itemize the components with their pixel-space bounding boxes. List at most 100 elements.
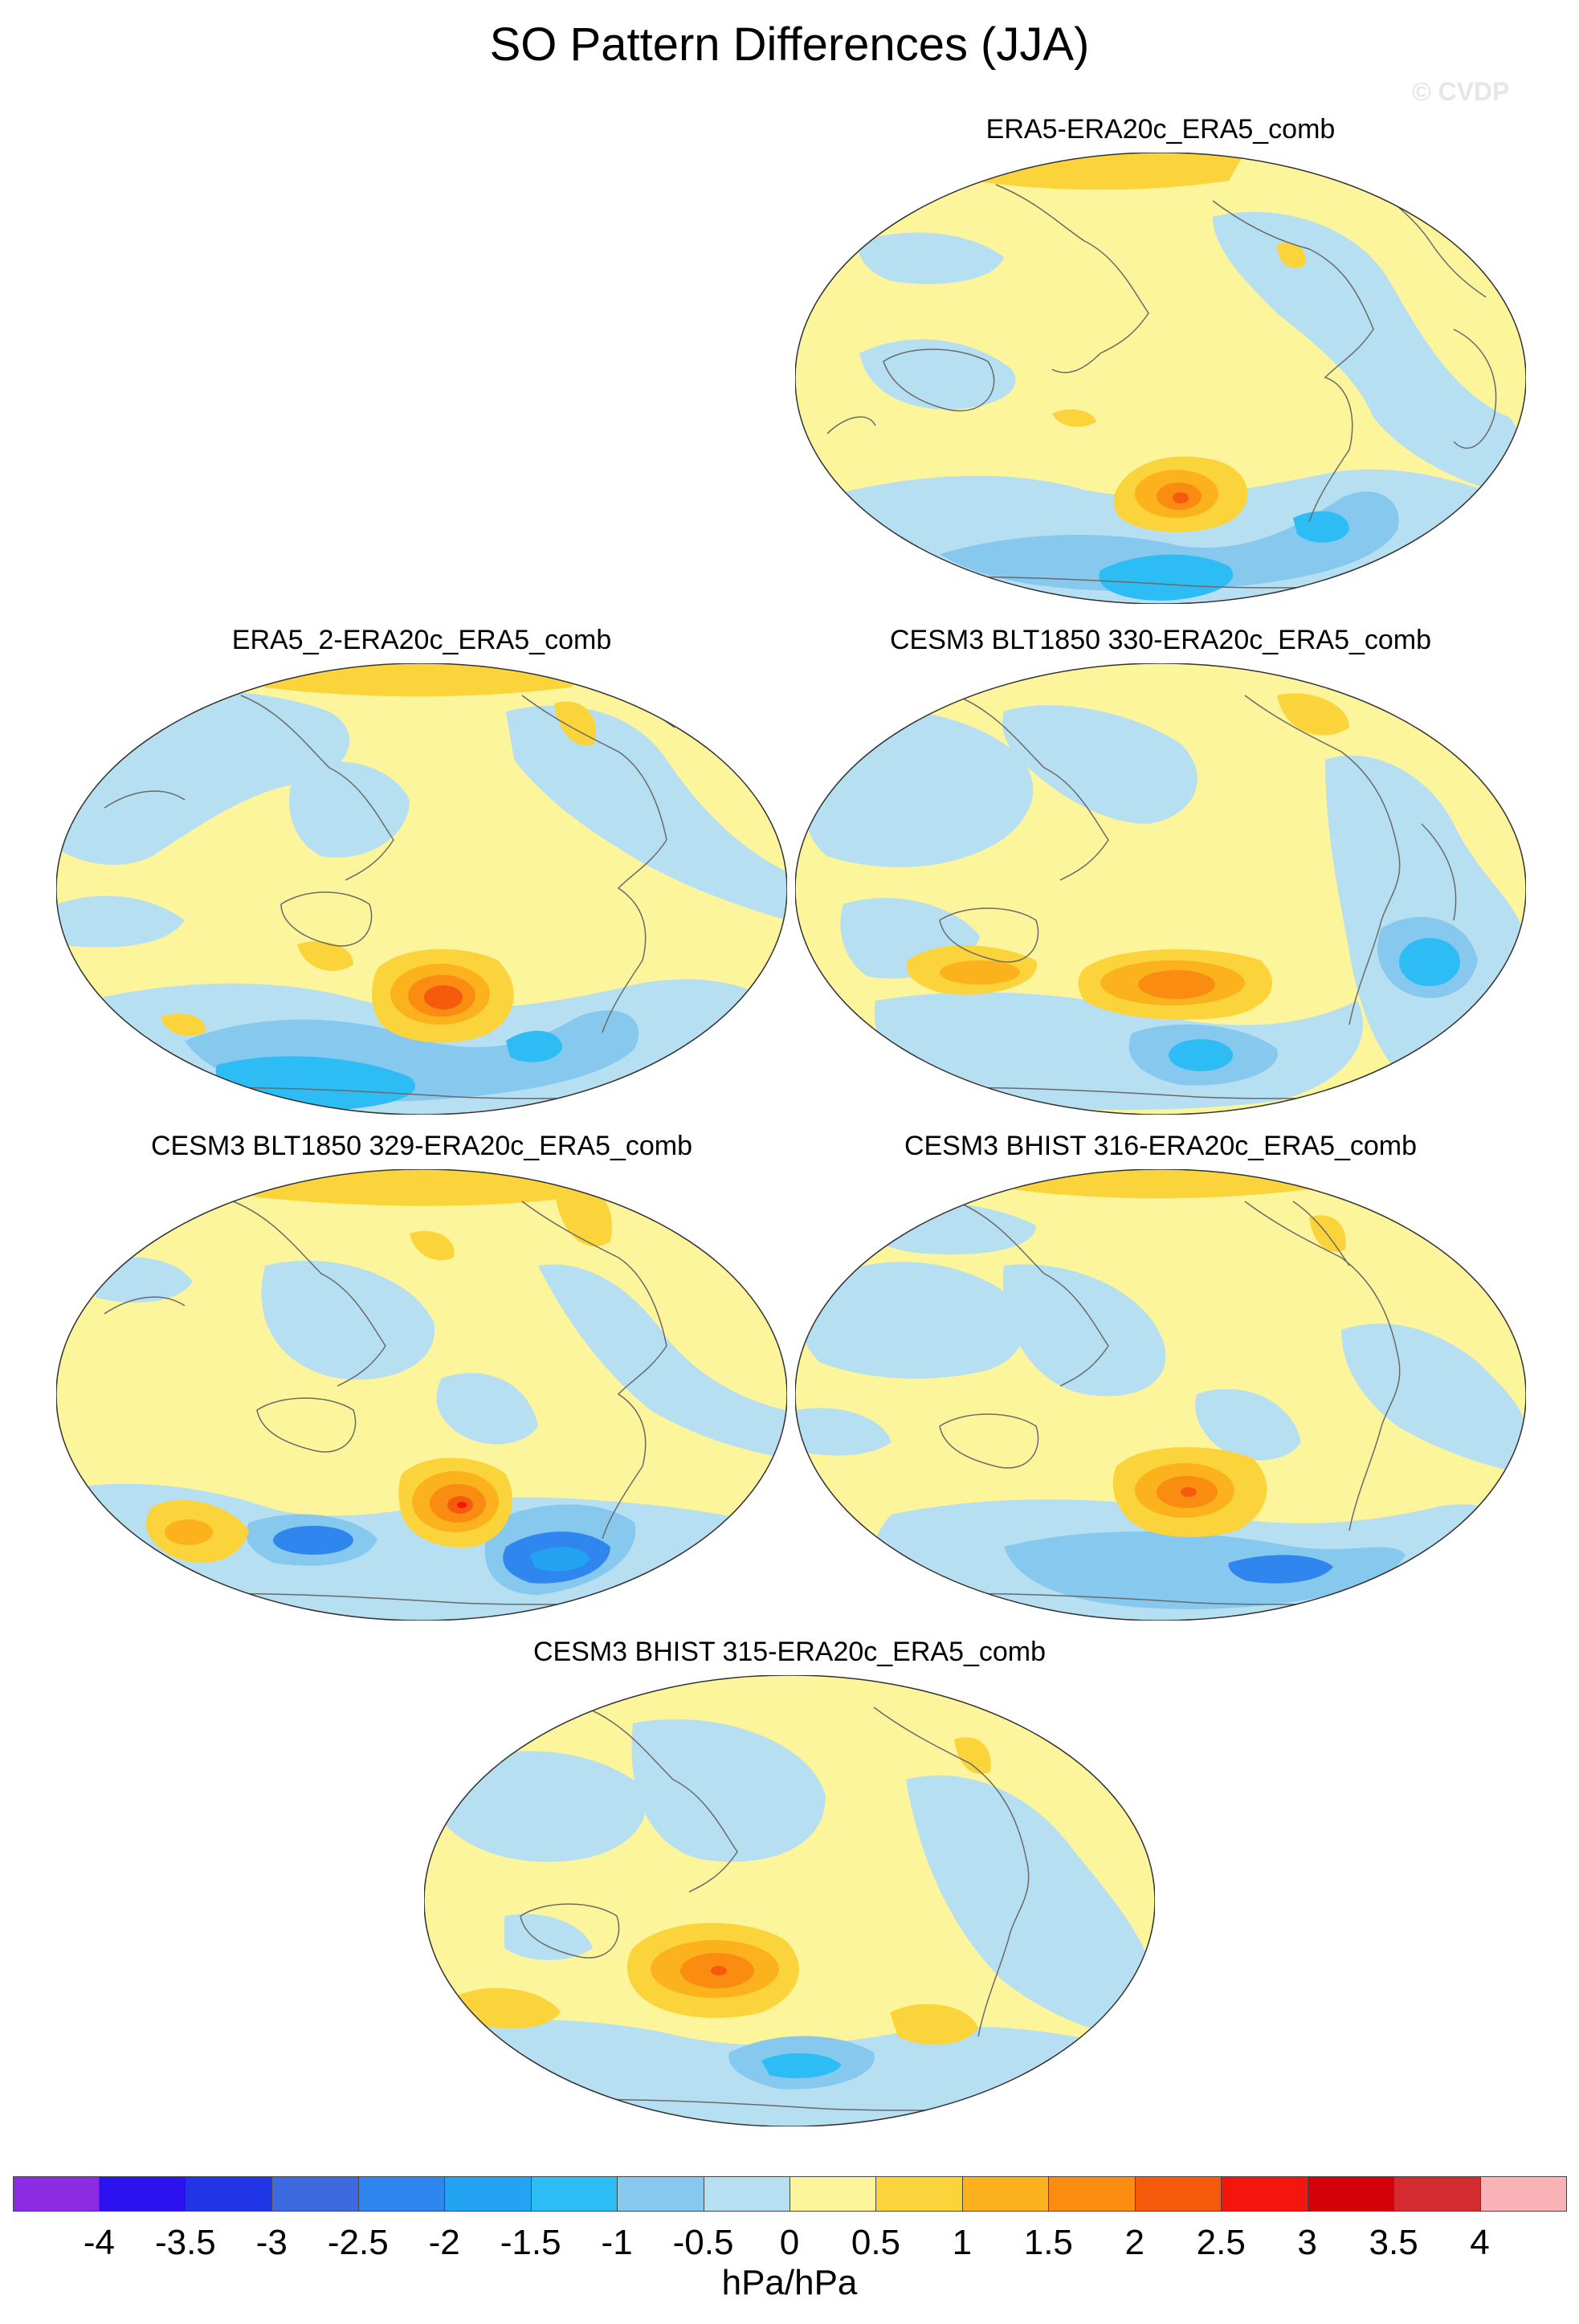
color-legend-tick-label: 4 — [1470, 2223, 1490, 2262]
negative-anomaly-region — [436, 1372, 538, 1445]
negative-anomaly-region — [1195, 1388, 1301, 1461]
color-legend-tick-label: -1.5 — [500, 2223, 561, 2262]
panel-title: CESM3 BLT1850 330-ERA20c_ERA5_comb — [889, 625, 1432, 655]
color-legend-swatch — [703, 2176, 790, 2212]
color-legend-swatch — [13, 2176, 100, 2212]
color-legend-swatch — [1393, 2176, 1481, 2212]
negative-anomaly-region — [795, 1262, 1024, 1379]
color-legend-tick-label: -3.5 — [154, 2223, 216, 2262]
negative-anomaly-region — [261, 1260, 435, 1380]
color-legend-tick-label: 1.5 — [1023, 2223, 1073, 2262]
positive-anomaly-center — [1138, 970, 1215, 999]
color-legend-swatch — [185, 2176, 273, 2212]
negative-anomaly-region — [906, 1775, 1155, 2045]
panel-title: CESM3 BHIST 315-ERA20c_ERA5_comb — [532, 1637, 1047, 1667]
positive-anomaly-region — [996, 1169, 1325, 1199]
strong-negative-region — [506, 1030, 562, 1062]
color-legend-swatch — [790, 2176, 877, 2212]
negative-anomaly-region — [1002, 1264, 1166, 1396]
color-legend-tick-label: 1 — [952, 2223, 973, 2262]
map-plot — [795, 153, 1526, 604]
color-legend-tick-label: -3 — [255, 2223, 288, 2262]
panel-title: ERA5_2-ERA20c_ERA5_comb — [231, 625, 612, 655]
color-legend-swatch — [357, 2176, 446, 2212]
color-legend-tick-label: -4 — [83, 2223, 115, 2262]
negative-anomaly-region — [506, 705, 787, 920]
positive-anomaly-region — [161, 1013, 206, 1036]
map-plot — [795, 663, 1526, 1115]
strong-negative-region — [1169, 1039, 1233, 1071]
map-plot — [795, 1169, 1526, 1621]
strong-negative-region — [940, 491, 1399, 592]
positive-anomaly-region — [1052, 409, 1096, 427]
strong-negative-region — [1099, 554, 1234, 601]
strong-negative-region — [1004, 1531, 1406, 1609]
negative-anomaly-region — [1341, 1323, 1526, 1474]
color-legend-tick-label: 2.5 — [1196, 2223, 1246, 2262]
positive-anomaly-center — [711, 1966, 727, 1975]
negative-anomaly-region — [538, 1264, 787, 1458]
strong-negative-region — [761, 2053, 842, 2078]
color-legend-bar — [13, 2176, 1567, 2212]
map-plot — [56, 663, 787, 1115]
map-plot — [56, 1169, 787, 1621]
positive-anomaly-center — [1173, 492, 1189, 504]
color-legend-tick-label: 2 — [1124, 2223, 1144, 2262]
positive-anomaly-region — [257, 663, 602, 697]
positive-anomaly-region — [455, 1988, 561, 2029]
color-legend-tick-label: -2 — [428, 2223, 460, 2262]
positive-anomaly-region — [954, 1737, 991, 1775]
positive-anomaly-center — [457, 1502, 467, 1508]
color-legend-tick-label: -1 — [601, 2223, 633, 2262]
color-legend-swatch — [1479, 2176, 1567, 2212]
negative-anomaly-region — [504, 1914, 593, 1960]
positive-anomaly-region — [1277, 242, 1306, 268]
strong-negative-region — [1399, 938, 1460, 986]
positive-anomaly-region — [890, 2004, 978, 2045]
color-legend-swatch — [1048, 2176, 1136, 2212]
color-legend-swatch — [1307, 2176, 1395, 2212]
negative-anomaly-region — [435, 1751, 646, 1862]
color-legend-swatch — [1134, 2176, 1222, 2212]
negative-anomaly-region — [289, 761, 410, 858]
panel-title: CESM3 BLT1850 329-ERA20c_ERA5_comb — [150, 1131, 693, 1161]
strong-negative-region — [273, 1526, 353, 1555]
color-legend-ticks: -4 -3.5 -3 -2.5 -2 -1.5 -1 -0.5 0 0.5 1 1.5 2 2.5 3 3.5… — [13, 2223, 1566, 2268]
color-legend-tick-label: -2.5 — [327, 2223, 389, 2262]
color-legend-tick-label: 3 — [1297, 2223, 1317, 2262]
positive-anomaly-center — [424, 985, 463, 1009]
color-legend-tick-label: 0.5 — [851, 2223, 901, 2262]
panel-title: ERA5-ERA20c_ERA5_comb — [985, 114, 1336, 145]
strong-negative-region — [1228, 1555, 1333, 1584]
positive-anomaly-region — [297, 941, 353, 971]
negative-anomaly-region — [631, 1719, 826, 1862]
color-legend-swatch — [530, 2176, 618, 2212]
color-legend-swatch — [961, 2176, 1050, 2212]
color-legend-swatch — [1221, 2176, 1308, 2212]
strong-negative-region — [530, 1547, 590, 1572]
positive-anomaly-center — [940, 960, 1020, 985]
cvdp-watermark: © CVDP — [1412, 77, 1510, 106]
color-legend-tick-label: -0.5 — [672, 2223, 734, 2262]
units-label: hPa/hPa — [721, 2263, 858, 2302]
positive-anomaly-region — [956, 153, 1245, 190]
panel-title: CESM3 BHIST 316-ERA20c_ERA5_comb — [904, 1131, 1418, 1161]
strong-negative-region — [1293, 511, 1349, 543]
negative-anomaly-region — [56, 895, 185, 948]
negative-anomaly-region — [1002, 705, 1198, 824]
color-legend-tick-label: 3.5 — [1369, 2223, 1418, 2262]
positive-anomaly-center — [1181, 1487, 1197, 1497]
positive-anomaly-region — [1277, 693, 1349, 736]
color-legend-swatch — [99, 2176, 186, 2212]
negative-anomaly-region — [795, 1408, 892, 1456]
map-plot — [424, 1675, 1155, 2126]
positive-anomaly-center — [165, 1519, 213, 1545]
color-legend-swatch — [444, 2176, 532, 2212]
negative-anomaly-region — [1213, 211, 1526, 498]
figure-title: SO Pattern Differences (JJA) — [489, 18, 1090, 71]
color-legend-swatch — [271, 2176, 359, 2212]
color-legend-swatch — [617, 2176, 704, 2212]
color-legend-tick-label: 0 — [779, 2223, 800, 2262]
negative-anomaly-region — [874, 992, 1363, 1111]
color-legend-swatch — [875, 2176, 963, 2212]
